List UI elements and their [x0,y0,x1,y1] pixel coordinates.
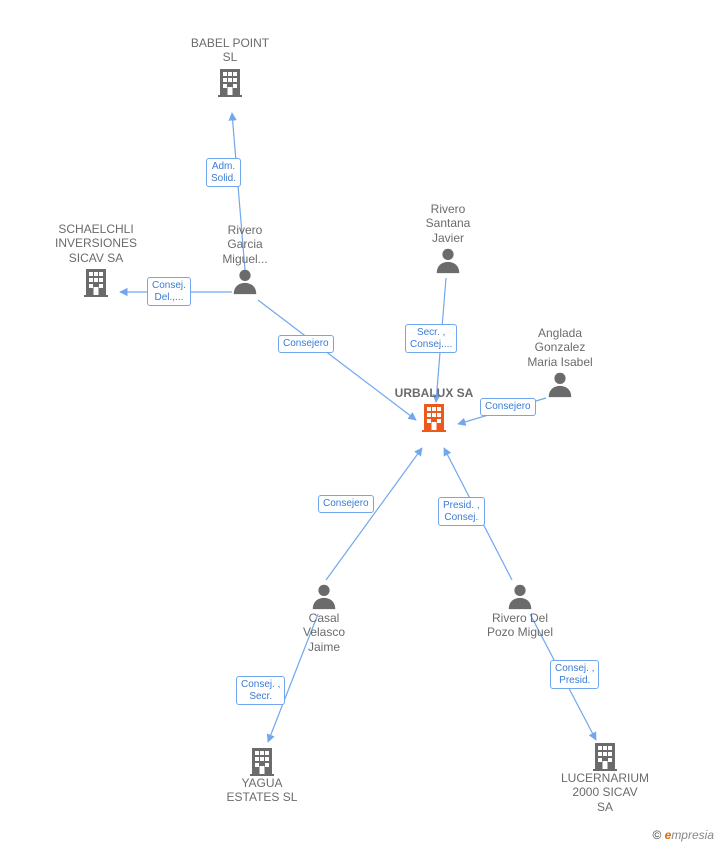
node-label: CasalVelascoJaime [269,611,379,654]
node-urbalux: URBALUX SA [379,386,489,432]
edge-line [326,448,422,580]
edges-layer [0,0,728,850]
edge-label: Consejero [278,335,334,353]
edge-label: Adm. Solid. [206,158,241,187]
node-label: RiveroSantanaJavier [393,202,503,245]
edge-label: Secr. , Consej.... [405,324,457,353]
node-rivero_g: RiveroGarciaMiguel... [190,223,300,296]
network-diagram: BABEL POINTSL SCHAELCHLIINVERSIONESSICAV… [0,0,728,850]
edge-label: Presid. , Consej. [438,497,485,526]
edge-label: Consejero [480,398,536,416]
node-anglada: AngladaGonzalezMaria Isabel [505,326,615,399]
node-rivero_s: RiveroSantanaJavier [393,202,503,275]
node-yagua: YAGUAESTATES SL [207,744,317,805]
node-label: Rivero DelPozo Miguel [465,611,575,640]
edge-label: Consej. , Secr. [236,676,285,705]
node-label: BABEL POINTSL [175,36,285,65]
node-label: SCHAELCHLIINVERSIONESSICAV SA [41,222,151,265]
node-babel: BABEL POINTSL [175,36,285,97]
node-label: RiveroGarciaMiguel... [190,223,300,266]
copyright: © empresia [652,828,714,842]
node-label: YAGUAESTATES SL [207,776,317,805]
node-casal: CasalVelascoJaime [269,581,379,654]
node-label: AngladaGonzalezMaria Isabel [505,326,615,369]
node-label: LUCERNARIUM2000 SICAVSA [550,771,660,814]
edge-label: Consej. , Presid. [550,660,599,689]
node-lucern: LUCERNARIUM2000 SICAVSA [550,739,660,814]
brand-rest: mpresia [671,828,714,842]
node-label: URBALUX SA [379,386,489,400]
edge-label: Consej. Del.,... [147,277,191,306]
edge-label: Consejero [318,495,374,513]
copyright-symbol: © [652,828,661,842]
node-rivero_p: Rivero DelPozo Miguel [465,581,575,640]
node-schael: SCHAELCHLIINVERSIONESSICAV SA [41,222,151,297]
